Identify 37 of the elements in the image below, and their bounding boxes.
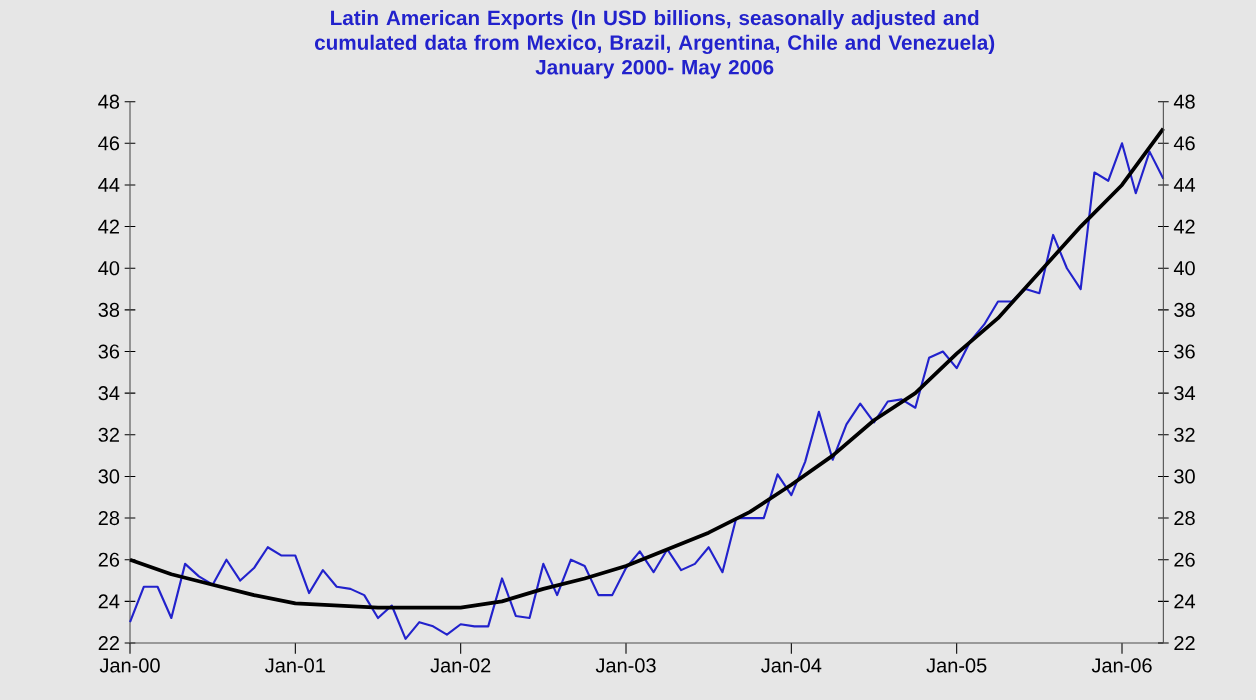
y2-tick-label: 26 <box>1174 552 1195 567</box>
y-tick-label: 48 <box>98 94 120 109</box>
y-tick-label: 36 <box>98 344 120 359</box>
x-tick-label: Jan-03 <box>595 658 656 673</box>
y2-tick-label: 24 <box>1174 594 1196 609</box>
y-tick-label: 34 <box>98 386 120 401</box>
y-tick-label: 42 <box>98 219 119 234</box>
x-tick-label: Jan-02 <box>430 658 491 673</box>
y2-tick-label: 38 <box>1174 302 1195 317</box>
x-tick-label: Jan-04 <box>761 658 822 673</box>
y2-tick-label: 22 <box>1174 636 1195 650</box>
y2-tick-label: 42 <box>1173 219 1195 234</box>
y-tick-label: 28 <box>98 510 120 526</box>
y-tick-label: 24 <box>98 594 120 609</box>
y2-tick-label: 44 <box>1173 178 1196 192</box>
chart-subtitle: January 2000- May 2006 <box>535 59 774 79</box>
y-tick-label: 40 <box>98 261 120 276</box>
x-tick-label: Jan-06 <box>1091 658 1152 673</box>
y-tick-label: 26 <box>98 552 120 567</box>
chart-title: Latin American Exports (In USD billions, seasonally adjusted and cumulated data from Mexico, Brazil, Argentina, Chile and Venezuela) <box>314 10 995 55</box>
y-tick-label: 44 <box>98 178 120 192</box>
y-tick-label: 22 <box>98 636 119 650</box>
y2-tick-label: 28 <box>1174 510 1195 526</box>
x-tick-label: Jan-01 <box>265 658 325 673</box>
y2-tick-label: 48 <box>1173 94 1195 109</box>
y-tick-label: 32 <box>98 427 119 442</box>
x-tick-label: Jan-05 <box>926 658 987 673</box>
y2-tick-label: 34 <box>1174 386 1196 401</box>
y-tick-label: 38 <box>98 302 120 317</box>
y2-tick-label: 40 <box>1173 261 1195 276</box>
y2-tick-label: 46 <box>1173 136 1195 151</box>
y2-tick-label: 36 <box>1174 344 1195 359</box>
y-tick-label: 46 <box>98 136 120 151</box>
y2-tick-label: 30 <box>1174 469 1195 484</box>
y2-tick-label: 32 <box>1174 427 1195 442</box>
x-tick-label: Jan-00 <box>99 658 160 673</box>
y-tick-label: 30 <box>98 469 120 484</box>
